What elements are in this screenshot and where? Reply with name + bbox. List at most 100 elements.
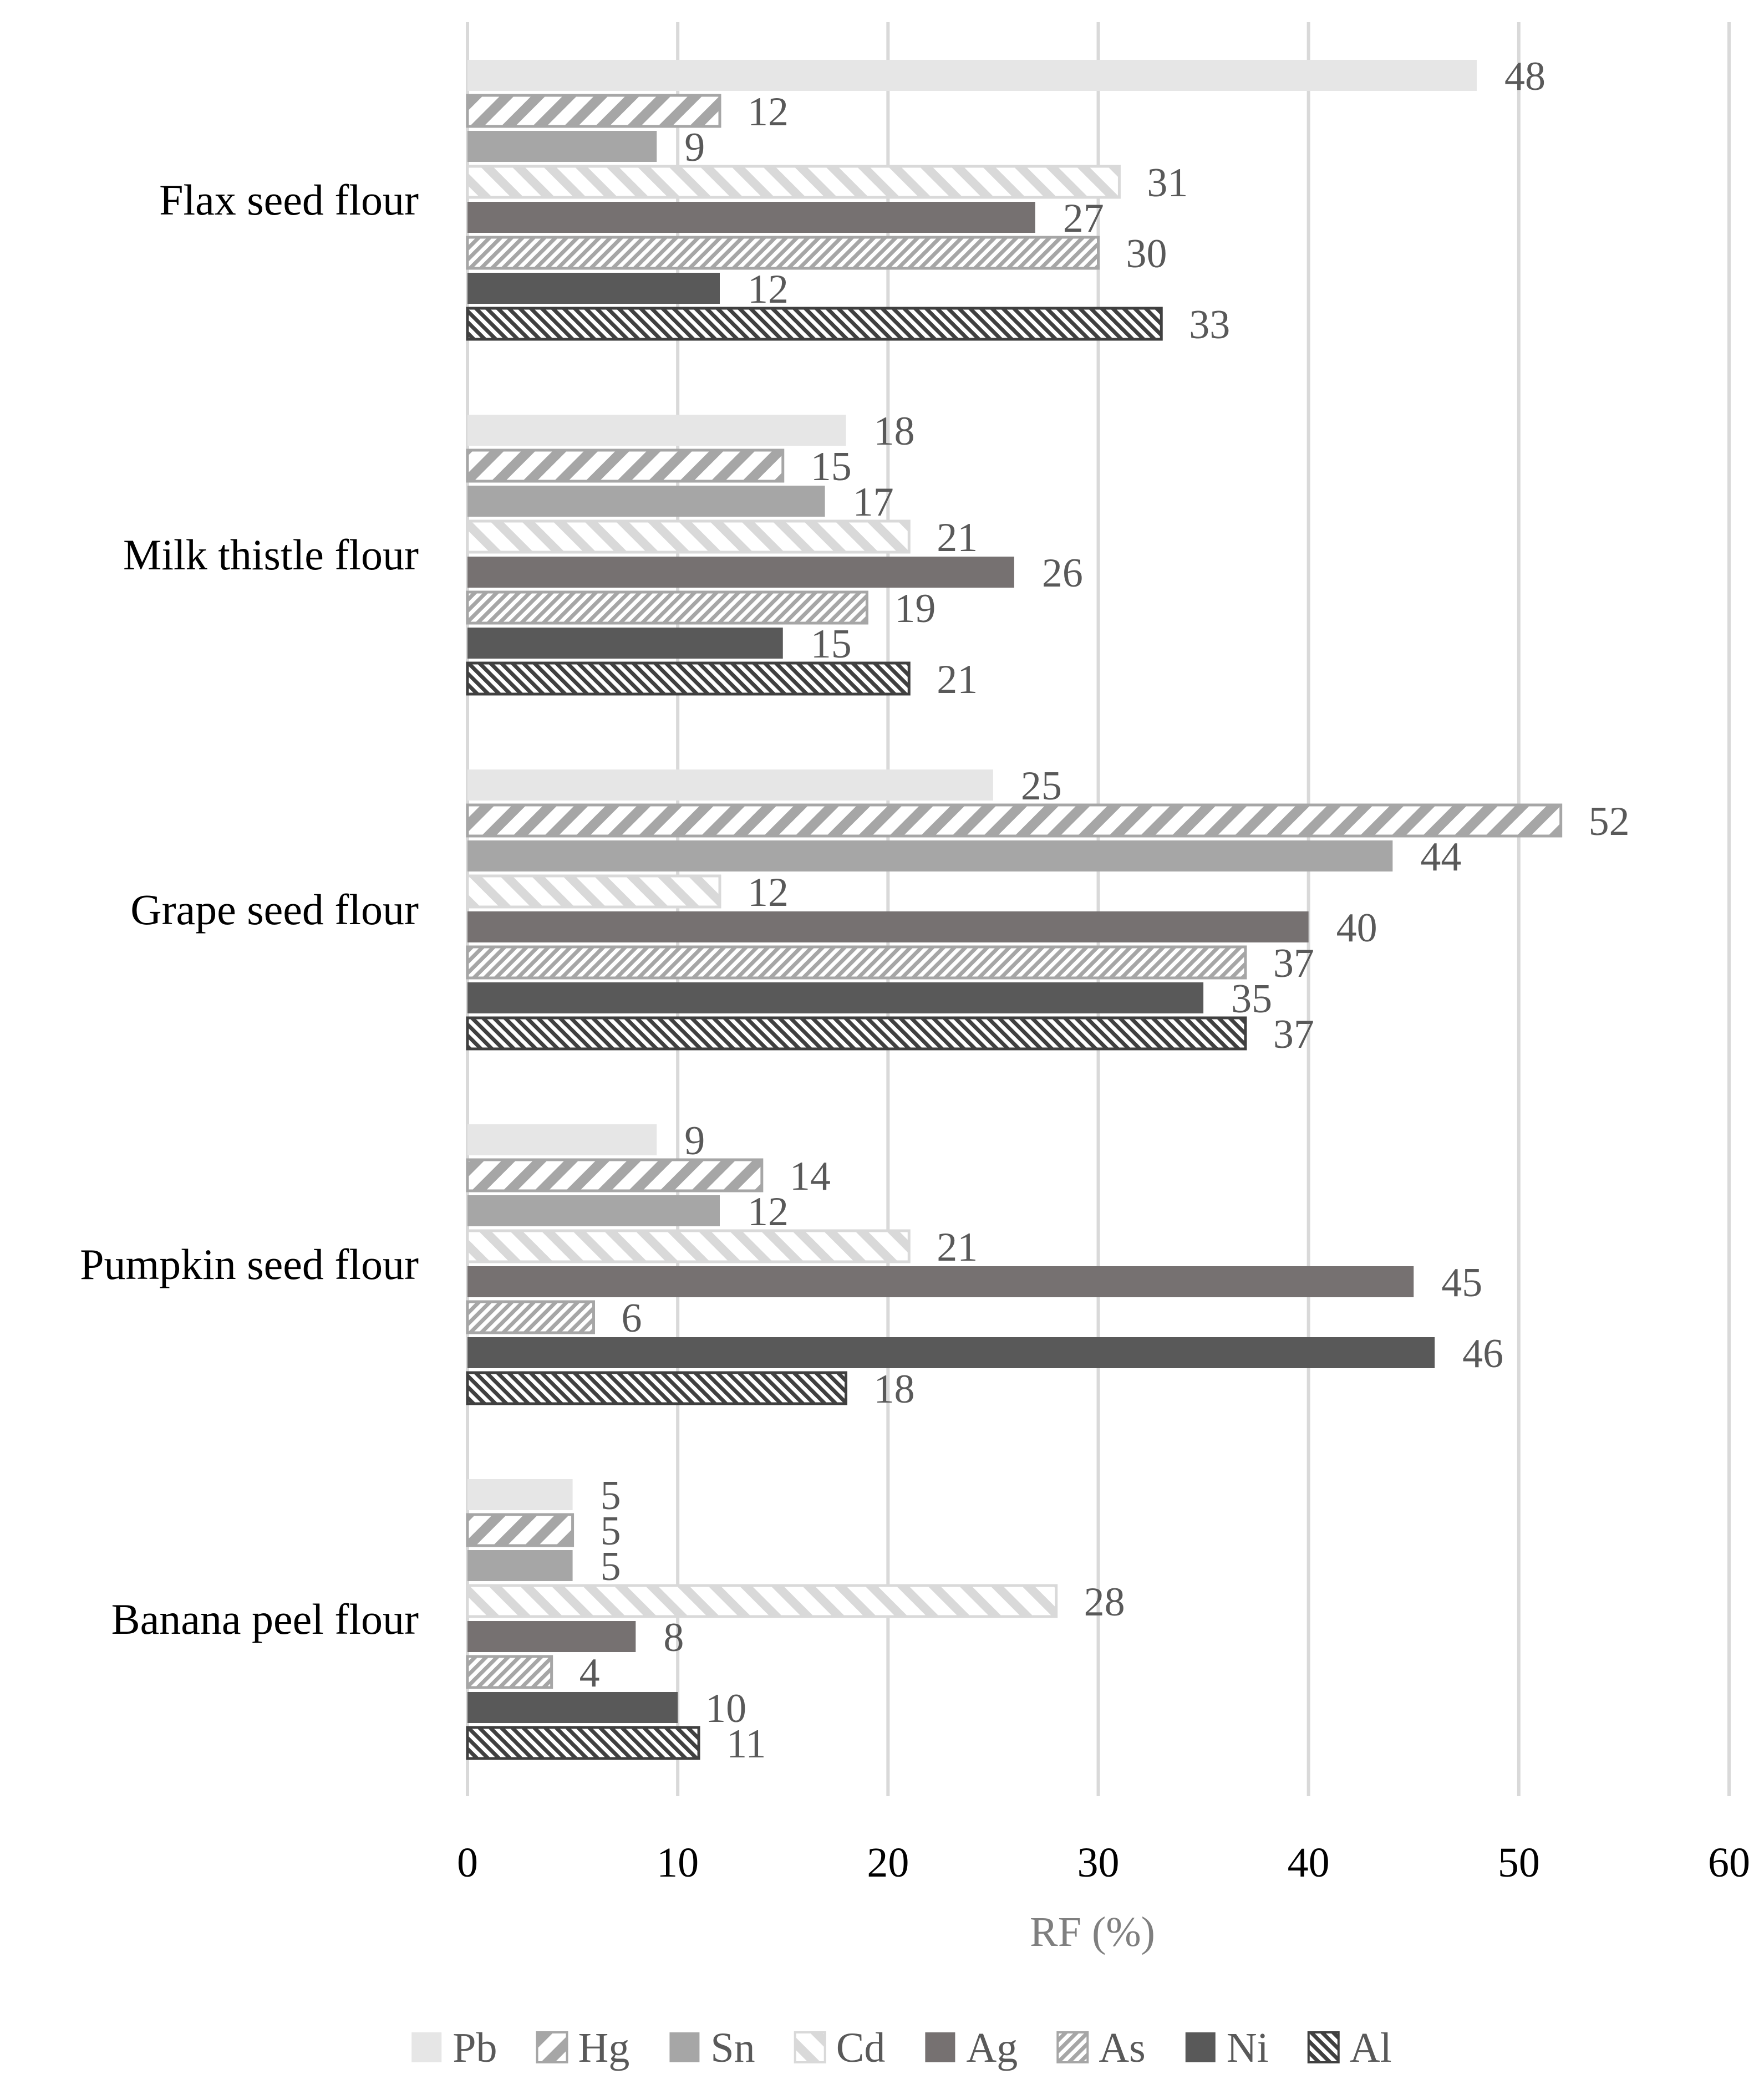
bar-al: [466, 1016, 1247, 1051]
data-label: 9: [684, 1118, 705, 1164]
legend-swatch: [669, 2032, 700, 2062]
bar-ni: [467, 1337, 1435, 1368]
data-label: 14: [790, 1154, 831, 1199]
legend-swatch: [1307, 2031, 1340, 2063]
bar-pb: [467, 60, 1477, 91]
legend-label: Cd: [836, 2025, 886, 2071]
legend-swatch: [925, 2032, 955, 2062]
bar-pb: [467, 1479, 573, 1510]
data-label: 11: [726, 1721, 766, 1767]
bar-as: [466, 590, 868, 625]
bar-as: [466, 1300, 595, 1334]
bar-pb: [467, 415, 846, 446]
bar-cd: [466, 519, 911, 554]
bar-hg: [466, 803, 1563, 838]
data-label: 35: [1231, 976, 1272, 1022]
legend-label: Pb: [453, 2025, 497, 2071]
legend-item-pb: Pb: [411, 2025, 497, 2071]
category-label: Pumpkin seed flour: [80, 1240, 419, 1288]
x-tick-label: 40: [1288, 1839, 1330, 1886]
data-label: 12: [748, 1189, 789, 1235]
data-label: 21: [937, 1225, 978, 1270]
bar-hg: [466, 448, 785, 483]
bar-ni: [467, 273, 720, 304]
category-labels: Flax seed flour Milk thistle flour Grape s…: [80, 176, 419, 1643]
bar-al: [466, 661, 911, 696]
data-label: 31: [1147, 160, 1188, 206]
legend-item-sn: Sn: [669, 2025, 755, 2071]
legend: Pb Hg Sn Cd Ag As Ni Al: [411, 2025, 1392, 2071]
data-label: 28: [1084, 1579, 1125, 1625]
tick-labels: 0 10 20 30 40 50 60: [457, 1839, 1750, 1886]
bar-al: [466, 1726, 700, 1760]
bar-pb: [467, 769, 993, 801]
bar-al: [466, 1371, 847, 1405]
bar-hg: [466, 1158, 764, 1192]
data-label: 12: [748, 89, 789, 135]
legend-swatch: [411, 2032, 442, 2062]
legend-item-al: Al: [1307, 2025, 1392, 2071]
legend-label: Sn: [710, 2025, 755, 2071]
x-tick-label: 20: [867, 1839, 909, 1886]
legend-item-ni: Ni: [1185, 2025, 1269, 2071]
bar-cd: [466, 1229, 911, 1263]
data-labels: 4812931273012331815172126191521255244124…: [579, 54, 1630, 1767]
data-label: 12: [748, 870, 789, 915]
bar-ag: [467, 202, 1035, 233]
legend-label: Ni: [1227, 2025, 1269, 2071]
data-label: 5: [601, 1473, 621, 1518]
bar-ni: [467, 628, 783, 659]
legend-swatch: [1056, 2031, 1089, 2063]
bar-hg: [466, 94, 721, 128]
data-label: 4: [579, 1650, 600, 1696]
category-label: Milk thistle flour: [123, 531, 419, 579]
data-label: 10: [705, 1686, 746, 1731]
legend-item-as: As: [1056, 2025, 1146, 2071]
data-label: 18: [874, 1367, 915, 1412]
data-label: 30: [1126, 231, 1167, 277]
data-label: 8: [663, 1615, 684, 1660]
data-label: 48: [1504, 54, 1546, 99]
bar-sn: [467, 1550, 573, 1581]
data-label: 6: [622, 1296, 642, 1341]
x-tick-label: 0: [457, 1839, 478, 1886]
bar-sn: [467, 1195, 720, 1226]
legend-swatch: [536, 2031, 568, 2063]
data-label: 17: [853, 480, 894, 525]
legend-label: Al: [1350, 2025, 1392, 2071]
data-label: 33: [1189, 302, 1230, 348]
data-label: 18: [874, 409, 915, 454]
data-label: 40: [1336, 905, 1377, 951]
bar-ag: [467, 557, 1014, 588]
legend-item-hg: Hg: [536, 2025, 630, 2071]
bar-sn: [467, 131, 657, 162]
bar-as: [466, 945, 1247, 980]
data-label: 9: [684, 125, 705, 170]
bar-sn: [467, 840, 1393, 871]
bar-ni: [467, 982, 1204, 1013]
legend-swatch: [794, 2031, 826, 2063]
data-label: 46: [1462, 1331, 1503, 1377]
bar-al: [466, 307, 1163, 341]
data-label: 45: [1441, 1260, 1482, 1306]
category-label: Grape seed flour: [130, 885, 419, 934]
bar-cd: [466, 1584, 1058, 1618]
data-label: 5: [601, 1508, 621, 1554]
data-label: 15: [811, 621, 852, 667]
legend-item-cd: Cd: [794, 2025, 886, 2071]
data-label: 19: [894, 586, 936, 631]
legend-label: Hg: [578, 2025, 630, 2071]
data-label: 37: [1273, 941, 1314, 986]
data-label: 52: [1589, 799, 1630, 844]
bar-pb: [467, 1124, 657, 1155]
x-tick-label: 10: [657, 1839, 699, 1886]
bar-ag: [467, 1266, 1414, 1297]
legend-swatch: [1185, 2032, 1216, 2062]
bars: [466, 60, 1563, 1760]
data-label: 26: [1042, 551, 1083, 596]
data-label: 44: [1420, 834, 1461, 880]
bar-hg: [466, 1513, 575, 1547]
bar-ni: [467, 1692, 678, 1723]
data-label: 12: [748, 267, 789, 312]
